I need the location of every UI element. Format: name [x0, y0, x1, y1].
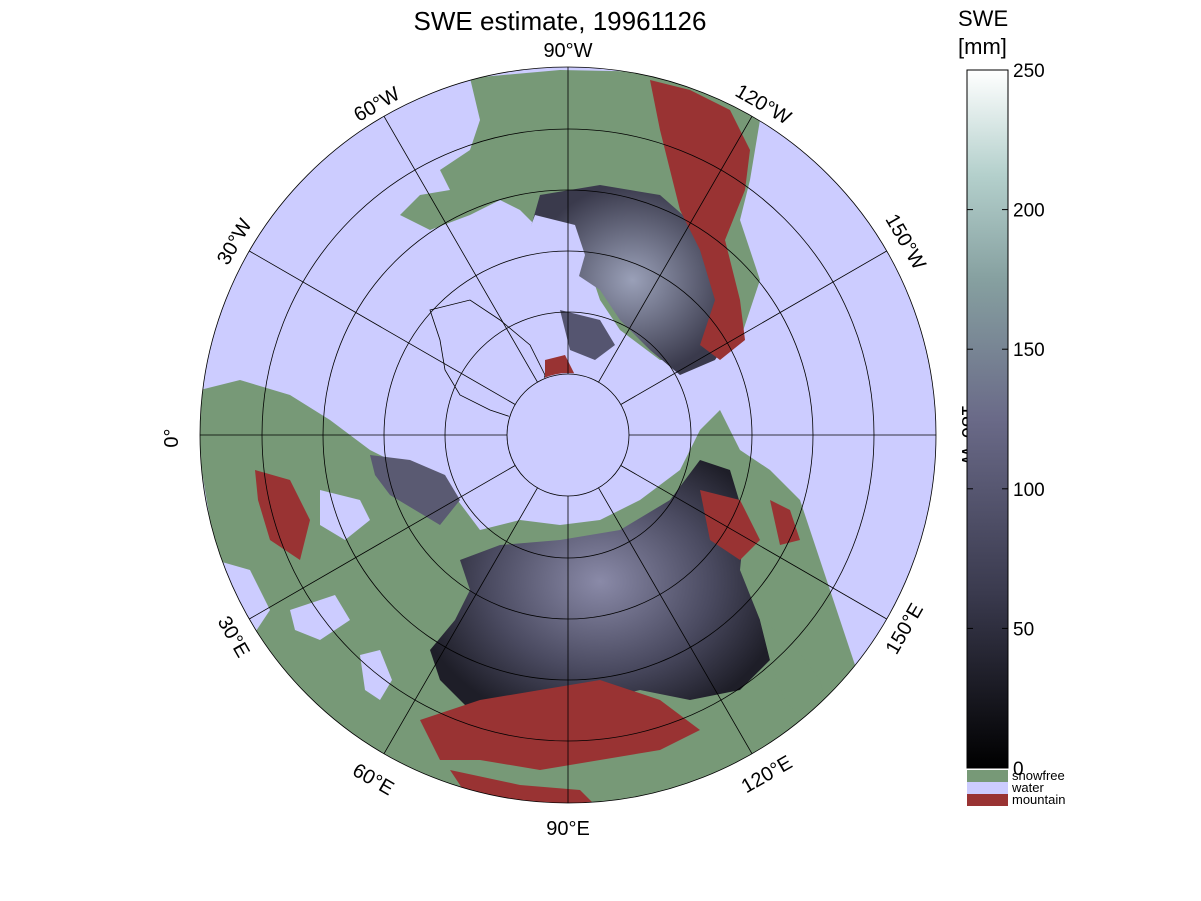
meridian-line — [383, 116, 538, 383]
caspian-sea — [360, 650, 392, 700]
legend-swatch-mountain — [967, 794, 1008, 806]
legend-swatch-snowfree — [967, 770, 1008, 782]
black-sea — [290, 595, 350, 640]
colorbar-tick-label: 100 — [1013, 480, 1045, 501]
arctic-archipelago — [560, 310, 615, 360]
lon-label-90w: 90°W — [543, 40, 592, 62]
meridian-line — [598, 487, 753, 754]
meridian-line — [249, 465, 516, 620]
colorbar-tick-label: 250 — [1013, 61, 1045, 82]
meridian-line — [620, 465, 887, 620]
graticule — [199, 66, 937, 804]
scandinavia-snow — [370, 455, 460, 525]
lon-label-30e: 30°E — [213, 613, 254, 662]
map-title: SWE estimate, 19961126 — [414, 6, 707, 36]
lon-label-60e: 60°E — [349, 759, 398, 800]
ural-mountains — [255, 470, 310, 560]
colorbar: SWE [mm] 0 50 100 150 200 250 — [958, 6, 1045, 780]
siberia-east-mountains — [700, 490, 760, 560]
lon-label-90e: 90°E — [546, 818, 590, 840]
north-america-snow — [530, 185, 735, 375]
colorbar-label-line1: SWE — [958, 6, 1008, 31]
meridian-line — [598, 116, 753, 383]
meridian-line — [383, 487, 538, 754]
meridian-line — [249, 250, 516, 405]
legend-label-snowfree: snowfree — [1012, 768, 1065, 783]
far-east-land — [760, 620, 830, 730]
lon-label-120e: 120°E — [738, 752, 796, 798]
colorbar-tick-label: 150 — [1013, 340, 1045, 361]
colorbar-tick-label: 200 — [1013, 201, 1045, 222]
colorbar-gradient — [966, 69, 1009, 769]
colorbar-tick-label: 50 — [1013, 619, 1034, 640]
colorbar-label-line2: [mm] — [958, 34, 1007, 59]
rocky-mountains — [650, 80, 750, 360]
meridian-lines — [200, 67, 936, 803]
meridian-line — [620, 250, 887, 405]
arctic-ocean-center — [506, 373, 630, 497]
hudson-bay — [520, 215, 585, 300]
lon-label-0: 0° — [161, 428, 183, 447]
legend-swatch-water — [967, 782, 1008, 794]
siberia-snow — [430, 460, 770, 730]
legend-label-mountain: mountain — [1012, 792, 1065, 807]
colorbar-ticks: 0 50 100 150 200 250 — [967, 61, 1045, 780]
colorbar-tick-label: 0 — [1013, 759, 1024, 780]
legend-label-water: water — [1011, 780, 1044, 795]
central-asia-mountains — [420, 680, 700, 770]
